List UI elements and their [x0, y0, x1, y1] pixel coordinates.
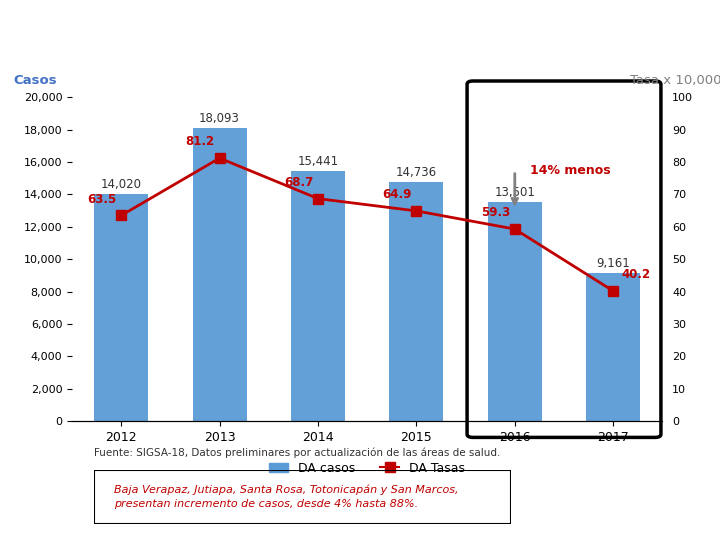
Text: 9,161: 9,161 — [596, 256, 630, 269]
Text: 14,020: 14,020 — [101, 178, 142, 191]
Text: DESNUTRICIÓN AGUDA TOTAL EN < DE 5 AÑOS POR AÑO, CASOS Y
TASAS.  SEMANA 1 A 36. : DESNUTRICIÓN AGUDA TOTAL EN < DE 5 AÑOS … — [14, 15, 614, 55]
Text: 18,093: 18,093 — [199, 112, 240, 125]
Text: 63.5: 63.5 — [87, 193, 116, 206]
Bar — [94, 194, 148, 421]
Legend: DA casos, DA Tasas: DA casos, DA Tasas — [264, 457, 470, 480]
Text: Tasa x 10,000: Tasa x 10,000 — [630, 74, 720, 87]
Text: 81.2: 81.2 — [186, 136, 215, 148]
Text: 68.7: 68.7 — [284, 176, 313, 189]
Text: 64.9: 64.9 — [382, 188, 412, 201]
Bar — [291, 171, 345, 421]
Text: Fuente: SIGSA-18, Datos preliminares por actualización de las áreas de salud.: Fuente: SIGSA-18, Datos preliminares por… — [94, 448, 500, 458]
Text: 14,736: 14,736 — [396, 166, 437, 179]
Text: 40.2: 40.2 — [621, 268, 650, 281]
Bar — [586, 273, 640, 421]
Text: 13,501: 13,501 — [495, 186, 535, 199]
Bar — [192, 128, 247, 421]
Text: 15,441: 15,441 — [297, 155, 338, 168]
Text: 59.3: 59.3 — [481, 206, 510, 219]
Text: 14% menos: 14% menos — [529, 164, 610, 177]
Text: Casos: Casos — [13, 74, 57, 87]
Bar — [390, 183, 444, 421]
Bar — [487, 202, 542, 421]
Text: Baja Verapaz, Jutiapa, Santa Rosa, Totonicapán y San Marcos,
presentan increment: Baja Verapaz, Jutiapa, Santa Rosa, Toton… — [114, 484, 459, 509]
